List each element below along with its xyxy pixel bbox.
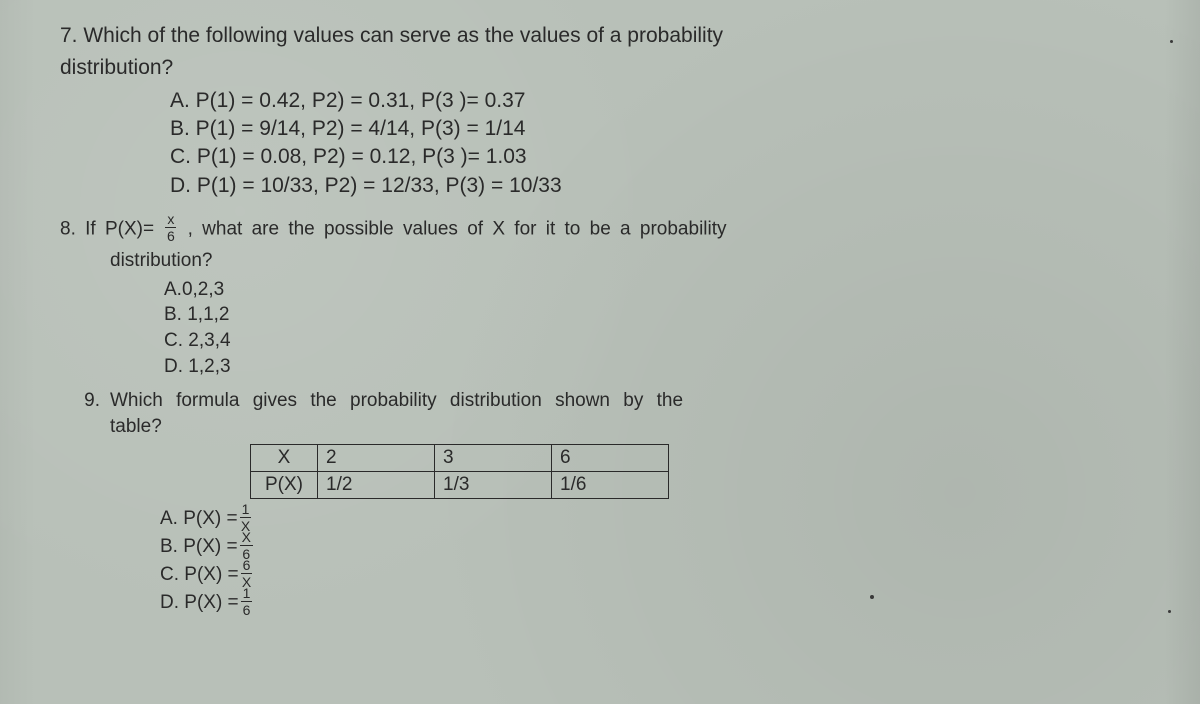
q7-line1: 7. Which of the following values can ser… [60,22,1140,50]
frac-num: X [240,530,253,546]
q8-options: A.0,2,3 B. 1,1,2 C. 2,3,4 D. 1,2,3 [164,277,1140,380]
q8-suffix: , what are the possible values of X for … [178,219,726,240]
q9-number: 9. [60,387,100,415]
table-cell-x: X [251,445,318,472]
frac-num: 1 [241,586,253,602]
table-row: X 2 3 6 [251,445,669,472]
q8-option-d: D. 1,2,3 [164,354,1140,380]
q8-prefix: 8. If P(X)= [60,219,163,240]
q8-frac-den: 6 [165,228,176,243]
q9-option-d: D. P(X) = 16 [160,589,1140,617]
frac-den: 6 [241,602,253,617]
q9-a-label: A. P(X) = [160,505,238,534]
q8-frac-num: x [165,212,176,228]
table-cell: 6 [552,445,669,472]
q9-option-b: B. P(X) = X6 [160,533,1140,561]
q9-b-label: B. P(X) = [160,533,238,562]
q9-table: X 2 3 6 P(X) 1/2 1/3 1/6 [250,444,669,499]
q9-option-c: C. P(X) = 6X [160,561,1140,589]
noise-dot [870,595,874,599]
question-7: 7. Which of the following values can ser… [60,22,1140,200]
table-cell-px: P(X) [251,472,318,499]
q8-option-b: B. 1,1,2 [164,302,1140,328]
table-cell: 1/3 [435,472,552,499]
noise-dot [1168,610,1171,613]
q7-line2: distribution? [60,54,1140,82]
q9-d-frac: 16 [241,586,253,617]
q7-option-a: A. P(1) = 0.42, P2) = 0.31, P(3 )= 0.37 [170,87,1140,115]
q9-c-label: C. P(X) = [160,561,239,590]
question-8: 8. If P(X)= x6 , what are the possible v… [60,214,1140,379]
q7-option-d: D. P(1) = 10/33, P2) = 12/33, P(3) = 10/… [170,172,1140,200]
frac-num: 1 [240,502,252,518]
q7-options: A. P(1) = 0.42, P2) = 0.31, P(3 )= 0.37 … [170,87,1140,200]
frac-num: 6 [241,558,253,574]
table-cell: 3 [435,445,552,472]
question-9: 9. Which formula gives the probability di… [60,387,1140,617]
q7-option-c: C. P(1) = 0.08, P2) = 0.12, P(3 )= 1.03 [170,143,1140,171]
q8-line1: 8. If P(X)= x6 , what are the possible v… [60,214,1140,245]
table-cell: 1/2 [318,472,435,499]
table-cell: 2 [318,445,435,472]
q8-option-c: C. 2,3,4 [164,328,1140,354]
q9-option-a: A. P(X) = 1X [160,505,1140,533]
noise-dot [1170,40,1173,43]
q8-line2: distribution? [110,247,1140,275]
q7-option-b: B. P(1) = 9/14, P2) = 4/14, P(3) = 1/14 [170,115,1140,143]
q9-options: A. P(X) = 1X B. P(X) = X6 C. P(X) = 6X D… [160,505,1140,617]
q8-fraction: x6 [165,212,176,243]
q9-d-label: D. P(X) = [160,589,239,618]
table-cell: 1/6 [552,472,669,499]
table-row: P(X) 1/2 1/3 1/6 [251,472,669,499]
q9-text1: Which formula gives the probability dist… [110,390,683,411]
q8-option-a: A.0,2,3 [164,277,1140,303]
q9-line1: 9. Which formula gives the probability di… [60,387,1140,415]
q9-line2: table? [110,413,1140,441]
